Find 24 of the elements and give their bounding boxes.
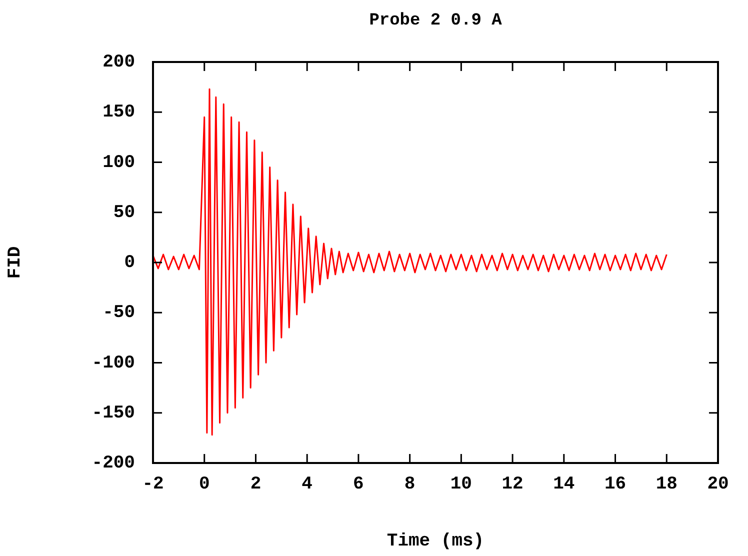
x-tick-label: 8 [404, 474, 416, 494]
y-tick-label: 150 [102, 102, 135, 123]
x-tick-label: 6 [353, 474, 364, 494]
y-tick-label: 50 [113, 202, 135, 223]
x-tick-label: 14 [553, 474, 575, 494]
x-tick-label: 2 [250, 474, 262, 494]
x-tick-label: 4 [302, 474, 313, 494]
y-tick-label: -200 [92, 454, 135, 474]
chart-title: Probe 2 0.9 A [369, 11, 503, 30]
x-tick-label: -2 [142, 474, 164, 494]
y-tick-label: 200 [102, 52, 135, 73]
y-tick-label: 0 [124, 253, 135, 274]
x-tick-label: 12 [502, 474, 524, 494]
y-tick-label: -100 [92, 353, 135, 374]
x-tick-label: 20 [707, 474, 729, 494]
x-tick-label: 0 [198, 474, 210, 494]
x-axis-title: Time (ms) [386, 532, 484, 552]
x-tick-label: 10 [450, 474, 472, 494]
y-axis-title: FID [5, 246, 26, 279]
y-tick-label: 100 [102, 152, 135, 173]
x-tick-label: 16 [604, 474, 626, 494]
y-tick-label: -50 [102, 303, 135, 324]
y-tick-label: -150 [92, 403, 135, 424]
x-tick-label: 18 [656, 474, 678, 494]
